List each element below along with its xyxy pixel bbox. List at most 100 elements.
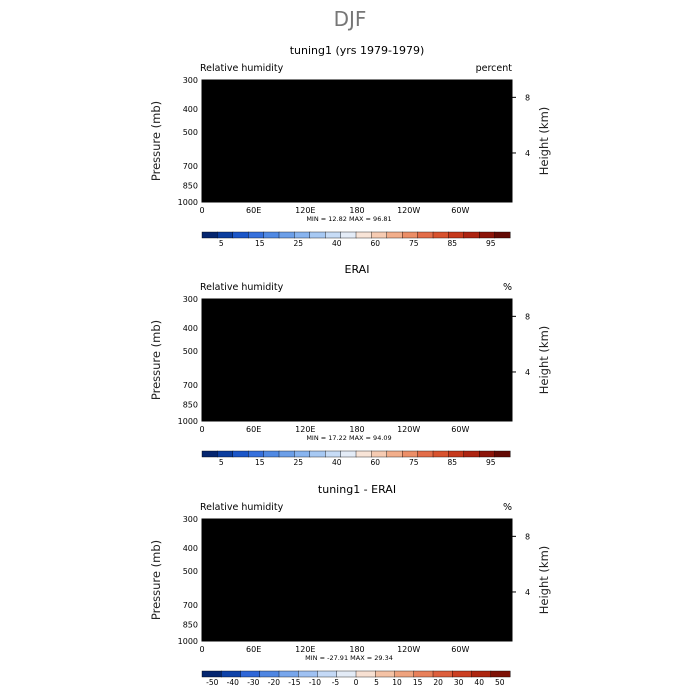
heatmap-cell [301,104,306,109]
heatmap-cell [357,124,362,130]
heatmap-cell [219,96,224,101]
heatmap-cell [404,331,410,336]
heatmap-cell [206,343,212,349]
heatmap-cell [365,108,371,113]
heatmap-cell [348,149,354,154]
heatmap-cell [468,392,474,397]
heatmap-cell [447,120,453,126]
heatmap-cell [227,396,233,402]
heatmap-cell [339,189,345,195]
heatmap-cell [288,153,293,158]
heatmap-cell [404,347,410,353]
heatmap-cell [313,351,319,357]
heatmap-cell [382,331,388,336]
heatmap-cell [288,303,293,308]
heatmap-cell [365,141,371,146]
heatmap-cell [447,376,453,381]
heatmap-cell [400,128,405,134]
heatmap-cell [486,315,491,320]
heatmap-cell [296,307,302,312]
heatmap-cell [240,116,246,122]
heatmap-cell [236,307,242,312]
heatmap-cell [481,96,487,101]
heatmap-cell [369,149,375,154]
heatmap-cell [219,547,224,552]
heatmap-cell [253,120,259,126]
heatmap-cell [288,96,293,101]
heatmap-cell [464,88,470,93]
heatmap-cell [447,335,453,341]
heatmap-cell [245,527,250,532]
heatmap-cell [322,307,328,312]
heatmap-cell [266,120,272,126]
heatmap-cell [279,299,285,304]
heatmap-cell [344,368,349,373]
heatmap-cell [275,104,280,109]
heatmap-cell [451,335,457,341]
heatmap-cell [361,88,367,93]
heatmap-cell [499,311,504,316]
heatmap-cell [326,153,332,158]
heatmap-cell [326,181,332,187]
heatmap-cell [438,88,444,93]
heatmap-cell [279,392,285,397]
heatmap-cell [456,112,461,117]
heatmap-cell [434,327,440,332]
heatmap-cell [490,523,496,528]
heatmap-cell [378,372,384,377]
heatmap-cell [481,412,487,418]
heatmap-cell [352,388,358,393]
heatmap-cell [468,120,474,126]
heatmap-cell [460,128,466,134]
heatmap-cell [236,80,242,85]
heatmap-cell [387,80,392,85]
heatmap-cell [374,197,379,203]
colorbar-swatch [309,231,326,239]
heatmap-cell [361,149,367,154]
heatmap-cell [417,157,422,162]
heatmap-cell [378,108,384,113]
heatmap-cell [223,88,229,93]
heatmap-cell [369,384,375,389]
heatmap-cell [494,319,500,324]
heatmap-cell [391,404,397,410]
heatmap-cell [494,108,500,113]
heatmap-cell [283,84,289,89]
heatmap-cell [223,108,229,113]
heatmap-cell [387,116,392,122]
heatmap-cell [344,347,349,353]
heatmap-cell [318,189,323,195]
heatmap-cell [404,108,410,113]
heatmap-cell [279,116,285,122]
heatmap-cell [279,96,285,101]
heatmap-cell [464,84,470,89]
heatmap-cell [494,185,500,191]
heatmap-cell [395,331,401,336]
heatmap-cell [236,100,242,105]
heatmap-cell [456,412,461,418]
heatmap-cell [425,157,431,162]
heatmap-cell [408,132,414,138]
heatmap-cell [245,368,250,373]
heatmap-cell [219,323,224,328]
heatmap-cell [305,100,311,105]
heatmap-cell [417,153,422,158]
heatmap-cell [464,355,470,361]
heatmap-cell [499,132,504,138]
heatmap-cell [456,161,461,166]
heatmap-cell [378,128,384,134]
heatmap-cell [257,92,263,97]
heatmap-cell [313,339,319,345]
heatmap-cell [322,331,328,336]
heatmap-cell [262,145,267,150]
heatmap-cell [507,88,513,93]
heatmap-cell [468,360,474,365]
heatmap-cell [305,124,311,130]
heatmap-cell [301,388,306,393]
heatmap-cell [486,331,491,336]
heatmap-cell [283,96,289,101]
heatmap-cell [266,400,272,406]
heatmap-cell [425,185,431,191]
heatmap-cell [378,120,384,126]
heatmap-cell [408,531,414,536]
